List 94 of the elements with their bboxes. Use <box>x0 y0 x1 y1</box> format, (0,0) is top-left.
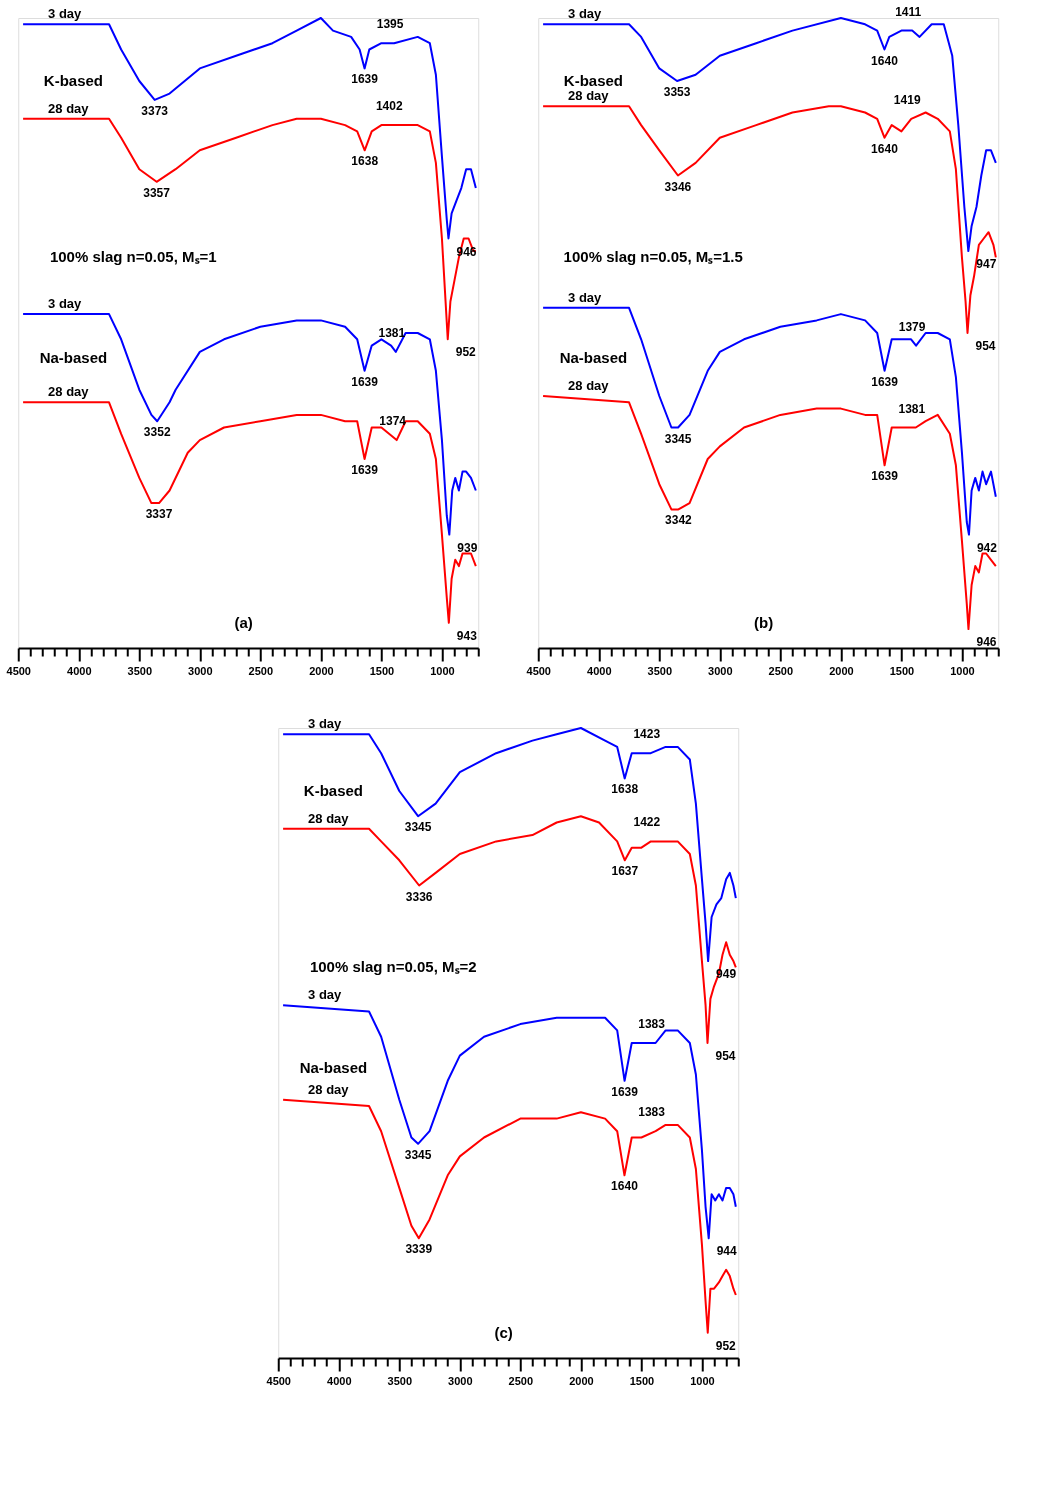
annotation: 954 <box>715 1049 736 1063</box>
x-tick-label: 4500 <box>526 664 551 677</box>
annotation: Na-based <box>559 349 628 367</box>
x-tick-label: 2000 <box>829 664 854 677</box>
annotation: 1640 <box>611 1179 639 1194</box>
annotation: 3346 <box>664 179 692 194</box>
x-tick-label: 3500 <box>387 1374 413 1387</box>
annotation: 1639 <box>351 463 379 477</box>
x-tick-label: 4500 <box>6 664 31 677</box>
annotation: 1419 <box>893 92 921 107</box>
x-tick-label: 2000 <box>569 1374 594 1387</box>
series-label: 28 day <box>308 1081 350 1097</box>
x-tick-label: 3000 <box>188 664 213 677</box>
annotation: 1638 <box>351 154 379 169</box>
series-label: 28 day <box>568 88 610 104</box>
annotation: 1411 <box>895 4 922 19</box>
annotation: 3339 <box>405 1242 433 1257</box>
annotation: 1639 <box>611 1084 639 1099</box>
x-tick-label: 2500 <box>248 664 274 677</box>
x-tick-label: 3500 <box>647 664 673 677</box>
series-label: 3 day <box>308 987 343 1003</box>
annotation: 1423 <box>633 727 661 742</box>
annotation: 942 <box>976 540 998 555</box>
annotation: 1383 <box>638 1105 666 1120</box>
annotation: 1381 <box>898 401 926 416</box>
x-tick-label: 1000 <box>430 664 455 677</box>
x-tick-label: 2500 <box>508 1374 534 1387</box>
x-tick-label: 4000 <box>587 664 612 677</box>
x-tick-label: 1500 <box>629 1374 655 1387</box>
annotation: 3337 <box>145 507 173 522</box>
annotation: (a) <box>234 613 253 631</box>
annotation: 3342 <box>665 513 693 528</box>
annotation: 3357 <box>143 185 171 200</box>
annotation: 1640 <box>871 53 899 68</box>
annotation: 100% slag n=0.05, Mₛ=1 <box>49 248 217 266</box>
x-tick-label: 2500 <box>768 664 794 677</box>
annotation: 1639 <box>871 469 899 484</box>
series-label: 3 day <box>48 6 83 22</box>
annotation: (b) <box>754 613 774 631</box>
annotation: K-based <box>563 72 624 89</box>
series-label: 3 day <box>48 296 83 312</box>
annotation: Na-based <box>299 1059 368 1077</box>
annotation: 1381 <box>378 325 406 340</box>
annotation: 1379 <box>898 319 926 334</box>
x-tick-label: 2000 <box>309 664 334 677</box>
series-label: 3 day <box>568 6 603 22</box>
series-label: 28 day <box>308 810 350 826</box>
annotation: 3345 <box>664 431 692 446</box>
annotation: 952 <box>715 1338 737 1353</box>
x-tick-label: 3000 <box>448 1374 473 1387</box>
series-label: 28 day <box>48 384 90 400</box>
annotation: 1638 <box>611 782 639 797</box>
series-label: 3 day <box>308 716 343 732</box>
annotation: 1639 <box>351 374 379 389</box>
annotation: 1640 <box>871 141 899 156</box>
annotation: 944 <box>716 1244 738 1259</box>
x-tick-label: 1000 <box>950 664 975 677</box>
annotation: 100% slag n=0.05, Mₛ=2 <box>309 958 477 976</box>
series-label: 28 day <box>568 378 610 393</box>
annotation: 943 <box>456 628 478 643</box>
annotation: 1402 <box>375 99 403 114</box>
x-tick-label: 4500 <box>266 1374 291 1387</box>
annotation: 939 <box>457 540 478 555</box>
annotation: 1395 <box>376 17 404 32</box>
annotation: 1374 <box>379 414 407 429</box>
x-tick-label: 1000 <box>690 1374 715 1387</box>
annotation: 1637 <box>611 864 639 879</box>
annotation: (c) <box>494 1323 513 1341</box>
x-tick-label: 1500 <box>369 664 395 677</box>
annotation: 3373 <box>141 103 169 118</box>
annotation: 947 <box>976 257 997 272</box>
annotation: 946 <box>976 635 997 650</box>
annotation: 1639 <box>351 72 379 87</box>
x-tick-label: 1500 <box>889 664 915 677</box>
annotation: 100% slag n=0.05, Mₛ=1.5 <box>563 248 743 266</box>
x-tick-label: 4000 <box>327 1374 352 1387</box>
annotation: 1639 <box>871 374 899 389</box>
annotation: 1383 <box>638 1017 666 1031</box>
annotation: 3345 <box>404 1147 432 1162</box>
annotation: 954 <box>975 339 996 353</box>
annotation: K-based <box>43 72 104 89</box>
annotation: Na-based <box>39 349 108 367</box>
annotation: 3345 <box>404 820 432 835</box>
annotation: K-based <box>303 782 364 799</box>
annotation: 3336 <box>405 889 433 904</box>
annotation: 3353 <box>663 85 691 99</box>
annotation: 3352 <box>143 425 171 440</box>
series-label: 28 day <box>48 100 90 116</box>
annotation: 952 <box>455 345 477 360</box>
annotation: 1422 <box>633 815 661 830</box>
x-tick-label: 4000 <box>67 664 92 677</box>
x-tick-label: 3500 <box>127 664 153 677</box>
x-tick-label: 3000 <box>708 664 733 677</box>
series-label: 3 day <box>568 289 603 305</box>
